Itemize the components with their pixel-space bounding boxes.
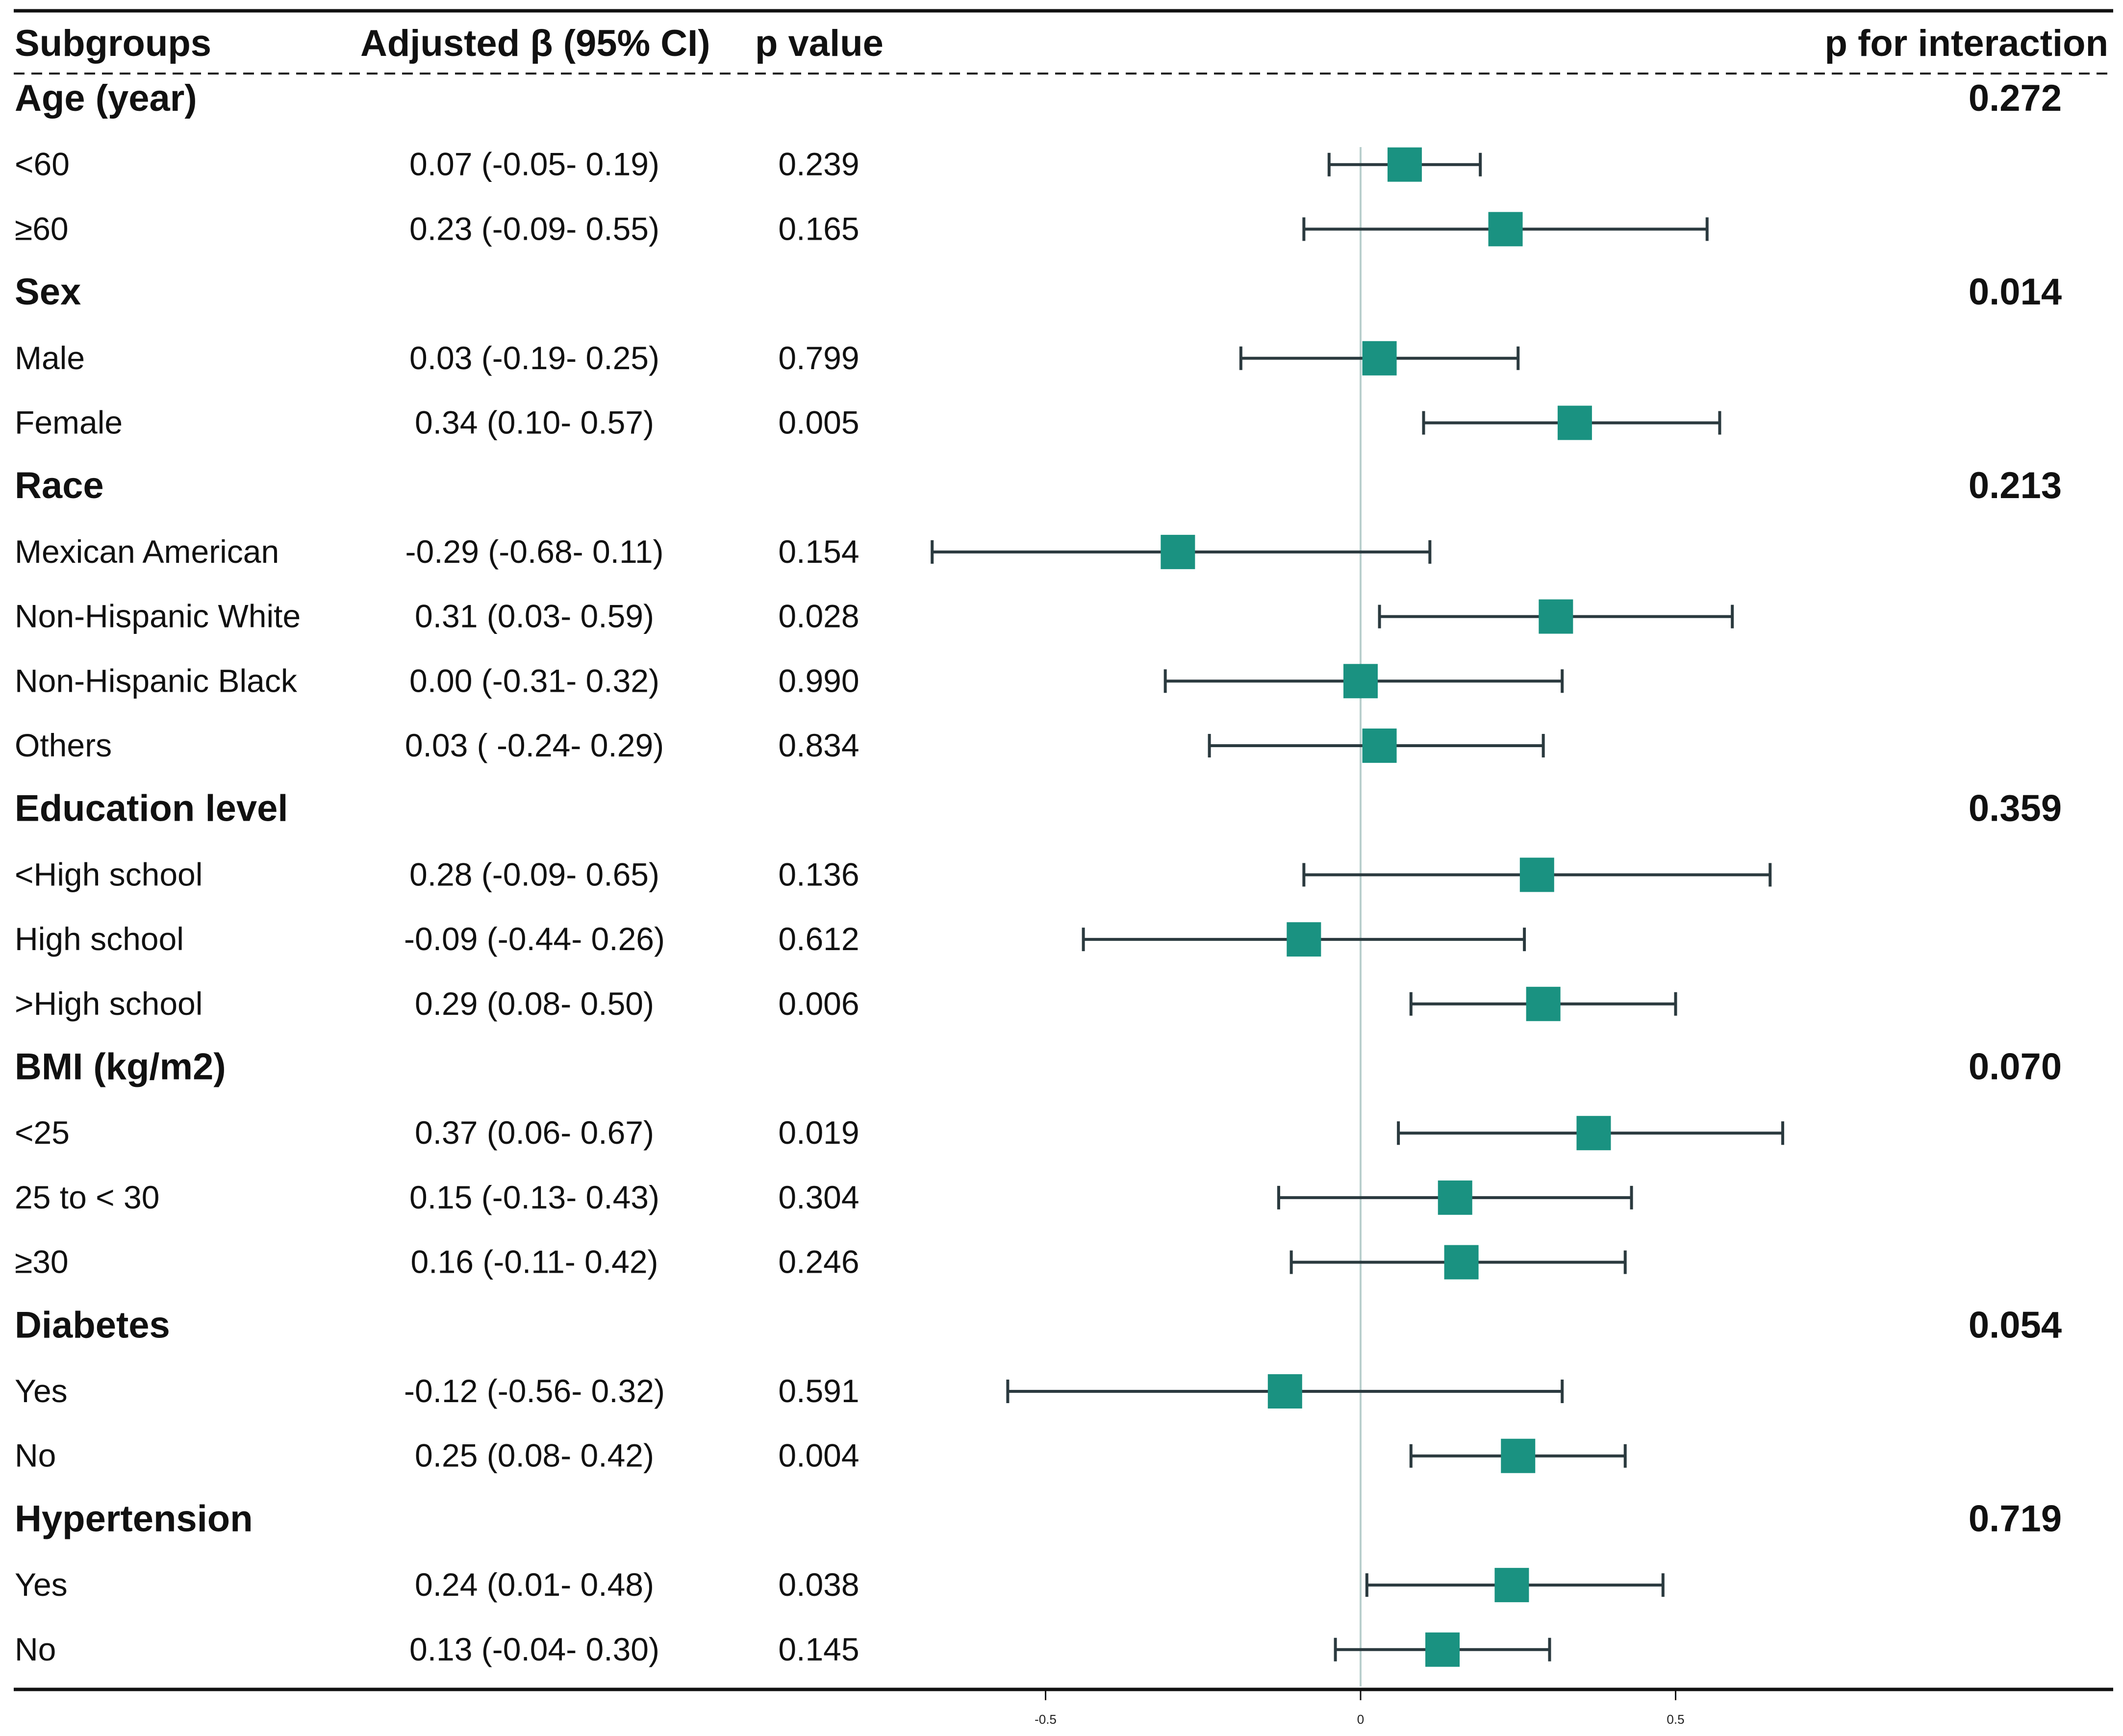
subgroup-pvalue: 0.246 xyxy=(778,1244,859,1280)
subgroup-pvalue: 0.591 xyxy=(778,1373,859,1409)
x-axis: -0.5 0 0.5 xyxy=(1035,1689,1685,1727)
subgroup-pvalue: 0.612 xyxy=(778,921,859,957)
subgroup-label: <60 xyxy=(15,146,70,182)
group-label: Race xyxy=(15,465,104,506)
subgroup-pvalue: 0.038 xyxy=(778,1566,859,1603)
group-label: BMI (kg/m2) xyxy=(15,1046,226,1088)
subgroup-ci: 0.34 (0.10- 0.57) xyxy=(415,404,654,441)
subgroup-label: Yes xyxy=(15,1566,68,1603)
point-estimate-marker xyxy=(1501,1438,1536,1473)
subgroup-label: Male xyxy=(15,340,85,376)
subgroup-pvalue: 0.028 xyxy=(778,598,859,634)
point-estimate-marker xyxy=(1444,1245,1479,1280)
group-p-interaction: 0.070 xyxy=(1969,1046,2062,1088)
subgroup-ci: 0.07 (-0.05- 0.19) xyxy=(409,146,659,182)
x-tick-label: 0.5 xyxy=(1667,1712,1684,1727)
subgroup-label: >High school xyxy=(15,985,202,1022)
point-estimate-marker xyxy=(1557,405,1592,440)
point-estimate-marker xyxy=(1161,534,1195,569)
header-subgroups: Subgroups xyxy=(15,23,211,64)
point-estimate-marker xyxy=(1539,599,1573,634)
subgroup-pvalue: 0.005 xyxy=(778,404,859,441)
subgroup-label: Others xyxy=(15,727,112,763)
point-estimate-marker xyxy=(1576,1116,1611,1151)
group-label: Age (year) xyxy=(15,77,197,119)
subgroup-label: Yes xyxy=(15,1373,68,1409)
subgroup-label: Non-Hispanic Black xyxy=(15,662,298,699)
group-p-interaction: 0.272 xyxy=(1969,77,2062,119)
point-estimate-marker xyxy=(1526,986,1561,1021)
group-p-interaction: 0.014 xyxy=(1969,271,2062,313)
subgroup-label: Non-Hispanic White xyxy=(15,598,301,634)
point-estimate-marker xyxy=(1343,664,1378,699)
subgroup-pvalue: 0.006 xyxy=(778,985,859,1022)
point-estimate-marker xyxy=(1387,147,1422,182)
subgroup-pvalue: 0.019 xyxy=(778,1114,859,1151)
header-pvalue: p value xyxy=(755,23,884,64)
subgroup-label: High school xyxy=(15,921,184,957)
subgroup-ci: 0.24 (0.01- 0.48) xyxy=(415,1566,654,1603)
subgroup-pvalue: 0.154 xyxy=(778,533,859,570)
point-estimate-marker xyxy=(1488,212,1523,247)
subgroup-pvalue: 0.990 xyxy=(778,662,859,699)
subgroup-ci: -0.09 (-0.44- 0.26) xyxy=(404,921,665,957)
subgroup-ci: 0.03 (-0.19- 0.25) xyxy=(409,340,659,376)
header-p-interaction: p for interaction xyxy=(1825,23,2108,64)
subgroup-ci: 0.16 (-0.11- 0.42) xyxy=(410,1244,658,1280)
group-p-interaction: 0.719 xyxy=(1969,1498,2062,1539)
subgroup-ci: -0.12 (-0.56- 0.32) xyxy=(404,1373,665,1409)
group-p-interaction: 0.359 xyxy=(1969,788,2062,830)
subgroup-label: <High school xyxy=(15,856,202,892)
subgroup-ci: -0.29 (-0.68- 0.11) xyxy=(405,533,663,570)
subgroup-ci: 0.25 (0.08- 0.42) xyxy=(415,1437,654,1474)
group-label: Hypertension xyxy=(15,1498,253,1539)
point-estimate-marker xyxy=(1438,1180,1472,1215)
subgroup-label: No xyxy=(15,1437,56,1474)
subgroup-ci: 0.29 (0.08- 0.50) xyxy=(415,985,654,1022)
point-estimate-marker xyxy=(1267,1374,1302,1409)
subgroup-label: ≥60 xyxy=(15,210,69,247)
point-estimate-marker xyxy=(1362,729,1397,763)
subgroup-label: ≥30 xyxy=(15,1244,69,1280)
subgroup-pvalue: 0.304 xyxy=(778,1179,859,1215)
group-label: Sex xyxy=(15,271,81,313)
subgroup-pvalue: 0.136 xyxy=(778,856,859,892)
subgroup-ci: 0.03 ( -0.24- 0.29) xyxy=(405,727,664,763)
point-estimate-marker xyxy=(1362,341,1397,376)
point-estimate-marker xyxy=(1519,857,1554,892)
subgroup-label: No xyxy=(15,1631,56,1667)
subgroup-ci: 0.37 (0.06- 0.67) xyxy=(415,1114,654,1151)
subgroup-ci: 0.28 (-0.09- 0.65) xyxy=(409,856,659,892)
subgroup-label: 25 to < 30 xyxy=(15,1179,159,1215)
subgroup-ci: 0.00 (-0.31- 0.32) xyxy=(409,662,659,699)
group-label: Diabetes xyxy=(15,1304,170,1346)
subgroup-pvalue: 0.004 xyxy=(778,1437,859,1474)
subgroup-pvalue: 0.239 xyxy=(778,146,859,182)
subgroup-pvalue: 0.165 xyxy=(778,210,859,247)
subgroup-ci: 0.15 (-0.13- 0.43) xyxy=(409,1179,659,1215)
point-estimate-marker xyxy=(1425,1632,1460,1667)
subgroup-ci: 0.31 (0.03- 0.59) xyxy=(415,598,654,634)
subgroup-label: Mexican American xyxy=(15,533,279,570)
group-p-interaction: 0.054 xyxy=(1969,1304,2062,1346)
x-tick-label: -0.5 xyxy=(1035,1712,1057,1727)
point-estimate-marker xyxy=(1494,1568,1529,1603)
header-beta: Adjusted β (95% CI) xyxy=(360,23,710,64)
forest-rows: Age (year) 0.272 <60 0.07 (-0.05- 0.19) 0.23… xyxy=(15,77,2062,1667)
subgroup-pvalue: 0.145 xyxy=(778,1631,859,1667)
subgroup-label: <25 xyxy=(15,1114,70,1151)
group-label: Education level xyxy=(15,788,288,830)
subgroup-pvalue: 0.799 xyxy=(778,340,859,376)
group-p-interaction: 0.213 xyxy=(1969,465,2062,506)
subgroup-pvalue: 0.834 xyxy=(778,727,859,763)
subgroup-ci: 0.23 (-0.09- 0.55) xyxy=(409,210,659,247)
point-estimate-marker xyxy=(1287,922,1321,957)
subgroup-ci: 0.13 (-0.04- 0.30) xyxy=(409,1631,659,1667)
x-tick-label: 0 xyxy=(1357,1712,1364,1727)
subgroup-label: Female xyxy=(15,404,123,441)
